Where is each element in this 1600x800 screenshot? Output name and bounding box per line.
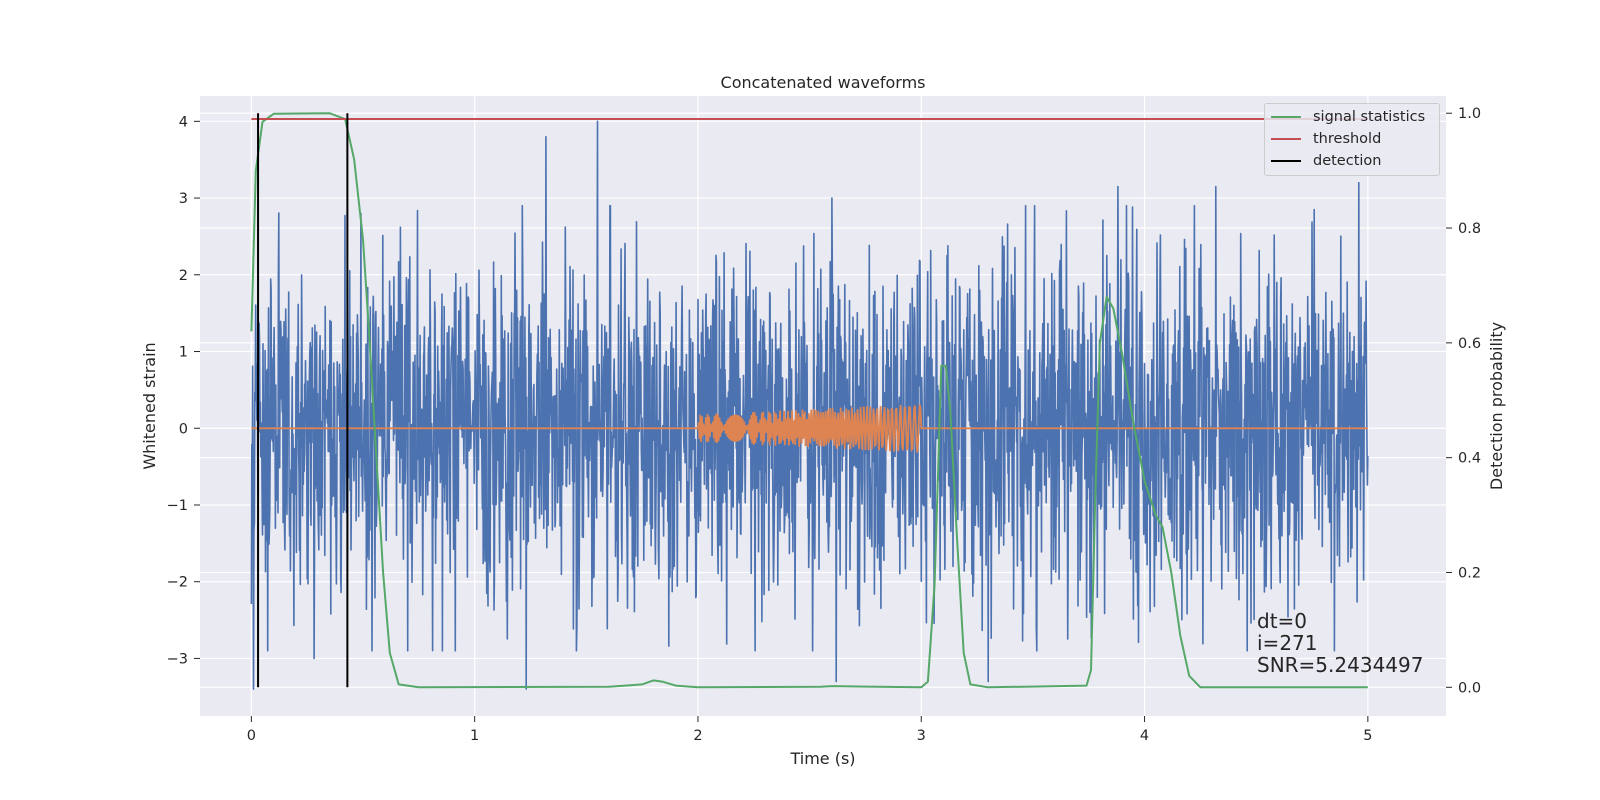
chirp-series bbox=[251, 404, 1368, 453]
annotation-text: dt=0 i=271 SNR=5.2434497 bbox=[1257, 610, 1423, 676]
x-tick-label: 0 bbox=[247, 728, 256, 744]
x-tick-label: 2 bbox=[693, 728, 702, 744]
chart-title: Concatenated waveforms bbox=[721, 73, 926, 92]
annotation-dt: dt=0 bbox=[1257, 609, 1308, 633]
y-tick-label: 1 bbox=[179, 345, 188, 361]
signal-statistics-line bbox=[250, 112, 1368, 689]
y-tick-label: 2 bbox=[179, 268, 188, 284]
y2-tick-label: 0.2 bbox=[1458, 565, 1481, 581]
y-tick-label: 0 bbox=[179, 421, 188, 437]
x-ticks: 0 1 2 3 4 5 bbox=[247, 716, 1372, 744]
y-ticks: 4 3 2 1 0 −1 −2 −3 bbox=[167, 114, 200, 667]
legend-swatch-signal-statistics bbox=[1271, 116, 1301, 118]
y2-tick-label: 1.0 bbox=[1458, 106, 1481, 122]
y-tick-label: −2 bbox=[167, 575, 188, 591]
y-tick-label: −3 bbox=[167, 651, 188, 667]
x-tick-label: 1 bbox=[470, 728, 479, 744]
y2-axis-label: Detection probability bbox=[1487, 322, 1506, 490]
x-tick-label: 5 bbox=[1363, 728, 1372, 744]
annotation-i: i=271 bbox=[1257, 631, 1318, 655]
detection-series bbox=[257, 113, 349, 688]
x-tick-label: 3 bbox=[917, 728, 926, 744]
y-tick-label: 3 bbox=[179, 191, 188, 207]
x-axis-label: Time (s) bbox=[789, 749, 855, 768]
y-tick-label: −1 bbox=[167, 498, 188, 514]
chirp-line bbox=[251, 404, 1368, 453]
legend-swatch-threshold bbox=[1271, 138, 1301, 140]
y2-tick-label: 0.4 bbox=[1458, 451, 1481, 467]
legend-label: threshold bbox=[1313, 131, 1382, 147]
legend-label: detection bbox=[1313, 153, 1382, 169]
y2-tick-label: 0.6 bbox=[1458, 336, 1481, 352]
y-axis-label: Whitened strain bbox=[140, 342, 159, 469]
x-tick-label: 4 bbox=[1140, 728, 1149, 744]
signal-statistics-series bbox=[250, 112, 1368, 689]
y2-tick-label: 0.8 bbox=[1458, 221, 1481, 237]
annotation-snr: SNR=5.2434497 bbox=[1257, 653, 1424, 677]
legend: signal statistics threshold detection bbox=[1264, 103, 1440, 176]
y2-ticks: 1.0 0.8 0.6 0.4 0.2 0.0 bbox=[1446, 106, 1481, 696]
y-tick-label: 4 bbox=[179, 114, 188, 130]
legend-swatch-detection bbox=[1271, 160, 1301, 162]
y2-tick-label: 0.0 bbox=[1458, 680, 1481, 696]
legend-label: signal statistics bbox=[1313, 109, 1426, 125]
